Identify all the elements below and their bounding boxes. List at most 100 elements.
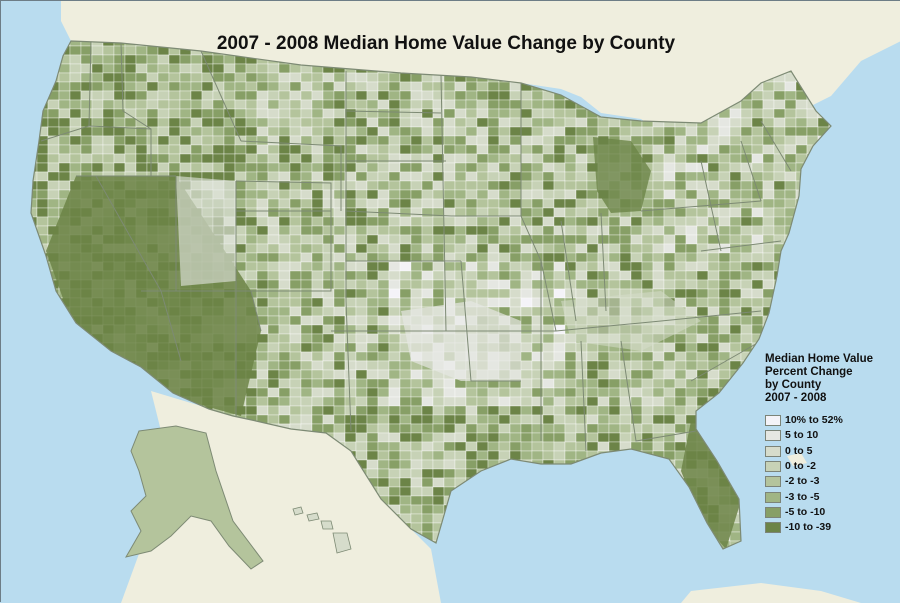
county-cell xyxy=(696,279,709,290)
county-cell xyxy=(322,135,335,146)
county-cell xyxy=(410,459,423,470)
county-cell xyxy=(498,396,511,407)
county-cell xyxy=(531,108,544,119)
county-cell xyxy=(256,108,269,119)
county-cell xyxy=(102,72,115,83)
county-cell xyxy=(476,423,489,434)
county-cell xyxy=(322,234,335,245)
county-cell xyxy=(498,441,511,452)
county-cell xyxy=(432,504,445,515)
county-cell xyxy=(333,189,346,200)
county-cell xyxy=(432,441,445,452)
county-cell xyxy=(773,216,786,227)
county-cell xyxy=(410,207,423,218)
county-cell xyxy=(245,234,258,245)
county-cell xyxy=(729,333,742,344)
legend-item: -3 to -5 xyxy=(765,489,895,504)
county-cell xyxy=(300,351,313,362)
county-cell xyxy=(674,369,687,380)
county-cell xyxy=(751,315,764,326)
county-cell xyxy=(410,135,423,146)
county-cell xyxy=(223,90,236,101)
legend-item: 5 to 10 xyxy=(765,428,895,443)
county-cell xyxy=(674,216,687,227)
county-cell xyxy=(399,90,412,101)
county-cell xyxy=(608,414,621,425)
county-cell xyxy=(267,153,280,164)
county-cell xyxy=(157,135,170,146)
county-cell xyxy=(597,117,610,128)
county-cell xyxy=(707,288,720,299)
county-cell xyxy=(355,270,368,281)
county-cell xyxy=(234,63,247,74)
county-cell xyxy=(289,387,302,398)
county-cell xyxy=(465,108,478,119)
county-cell xyxy=(498,180,511,191)
county-cell xyxy=(344,72,357,83)
county-cell xyxy=(355,99,368,110)
county-cell xyxy=(465,414,478,425)
county-cell xyxy=(652,189,665,200)
county-cell xyxy=(146,81,159,92)
county-cell xyxy=(575,198,588,209)
legend-swatch xyxy=(765,506,781,518)
county-cell xyxy=(729,216,742,227)
county-cell xyxy=(113,63,126,74)
county-cell xyxy=(157,153,170,164)
county-cell xyxy=(289,162,302,173)
county-cell xyxy=(520,450,533,461)
county-cell xyxy=(377,333,390,344)
county-cell xyxy=(520,198,533,209)
county-cell xyxy=(586,360,599,371)
county-cell xyxy=(256,279,269,290)
county-cell xyxy=(333,360,346,371)
county-cell xyxy=(509,162,522,173)
county-cell xyxy=(267,351,280,362)
county-cell xyxy=(377,306,390,317)
county-cell xyxy=(146,117,159,128)
county-cell xyxy=(564,405,577,416)
county-cell xyxy=(619,378,632,389)
county-cell xyxy=(630,126,643,137)
county-cell xyxy=(399,117,412,128)
county-cell xyxy=(223,171,236,182)
legend-title-line: Percent Change xyxy=(765,366,853,378)
county-cell xyxy=(256,216,269,227)
county-cell xyxy=(498,252,511,263)
county-cell xyxy=(520,279,533,290)
county-cell xyxy=(619,270,632,281)
county-cell xyxy=(234,99,247,110)
county-cell xyxy=(685,252,698,263)
county-cell xyxy=(575,207,588,218)
county-cell xyxy=(465,279,478,290)
county-cell xyxy=(168,126,181,137)
county-cell xyxy=(553,423,566,434)
county-cell xyxy=(718,162,731,173)
county-cell xyxy=(520,171,533,182)
county-cell xyxy=(597,279,610,290)
county-cell xyxy=(113,126,126,137)
county-cell xyxy=(597,243,610,254)
county-cell xyxy=(344,198,357,209)
county-cell xyxy=(212,135,225,146)
county-cell xyxy=(553,360,566,371)
county-cell xyxy=(366,369,379,380)
county-cell xyxy=(795,117,808,128)
county-cell xyxy=(663,162,676,173)
county-cell xyxy=(707,153,720,164)
county-cell xyxy=(355,225,368,236)
county-cell xyxy=(300,117,313,128)
county-cell xyxy=(498,405,511,416)
county-cell xyxy=(773,126,786,137)
county-cell xyxy=(476,198,489,209)
county-cell xyxy=(608,216,621,227)
county-cell xyxy=(102,153,115,164)
county-cell xyxy=(465,459,478,470)
county-cell xyxy=(355,198,368,209)
county-cell xyxy=(454,441,467,452)
county-cell xyxy=(652,135,665,146)
county-cell xyxy=(564,126,577,137)
county-cell xyxy=(509,270,522,281)
county-cell xyxy=(586,288,599,299)
county-cell xyxy=(256,144,269,155)
